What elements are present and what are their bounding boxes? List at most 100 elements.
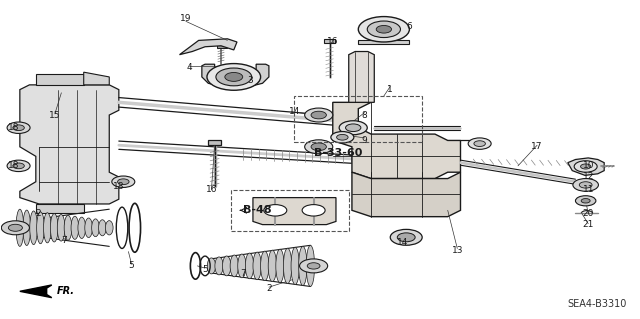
Circle shape	[367, 21, 401, 38]
Circle shape	[8, 224, 22, 231]
Circle shape	[305, 108, 333, 122]
Circle shape	[207, 63, 260, 90]
Circle shape	[331, 131, 354, 143]
Ellipse shape	[44, 213, 51, 243]
Circle shape	[307, 263, 320, 269]
Text: 9: 9	[362, 136, 367, 145]
Circle shape	[573, 179, 598, 191]
Ellipse shape	[230, 255, 239, 277]
Circle shape	[300, 259, 328, 273]
Ellipse shape	[23, 210, 31, 246]
Circle shape	[1, 221, 29, 235]
Ellipse shape	[276, 249, 284, 283]
Ellipse shape	[207, 258, 216, 274]
Circle shape	[7, 122, 30, 133]
Text: 2: 2	[35, 209, 40, 218]
Bar	[324, 39, 335, 43]
Bar	[230, 190, 349, 231]
Text: FR.: FR.	[57, 286, 75, 296]
Polygon shape	[84, 72, 109, 85]
Ellipse shape	[36, 212, 44, 244]
Circle shape	[579, 182, 592, 188]
Text: 2: 2	[266, 284, 272, 293]
Text: 18: 18	[8, 161, 19, 170]
Text: 18: 18	[8, 123, 19, 132]
Circle shape	[264, 204, 287, 216]
Circle shape	[13, 163, 24, 169]
Ellipse shape	[92, 219, 99, 237]
Text: 1: 1	[387, 85, 393, 94]
Polygon shape	[36, 74, 84, 85]
Text: 16: 16	[205, 185, 217, 194]
Text: 14: 14	[397, 238, 409, 247]
Polygon shape	[352, 172, 461, 217]
Circle shape	[337, 134, 348, 140]
Text: 13: 13	[452, 246, 463, 255]
Ellipse shape	[268, 250, 276, 282]
Polygon shape	[36, 204, 84, 213]
Ellipse shape	[237, 254, 246, 278]
Circle shape	[390, 229, 422, 245]
Text: 8: 8	[362, 111, 367, 120]
Bar	[216, 45, 227, 48]
Bar	[208, 140, 221, 145]
Polygon shape	[202, 64, 269, 86]
Circle shape	[346, 124, 361, 131]
Text: 10: 10	[582, 161, 594, 170]
Ellipse shape	[299, 246, 307, 286]
Text: 4: 4	[186, 63, 192, 72]
Ellipse shape	[223, 256, 231, 276]
Ellipse shape	[215, 257, 223, 275]
Text: B-33-60: B-33-60	[314, 148, 362, 158]
Polygon shape	[253, 197, 336, 225]
Circle shape	[339, 121, 367, 135]
Text: B-48: B-48	[243, 205, 272, 215]
Text: 17: 17	[531, 142, 543, 151]
Text: 18: 18	[113, 182, 125, 191]
Circle shape	[575, 196, 596, 206]
Text: 11: 11	[582, 185, 594, 194]
Ellipse shape	[253, 252, 261, 280]
Text: 21: 21	[582, 220, 594, 229]
Circle shape	[580, 164, 591, 169]
Ellipse shape	[71, 216, 79, 239]
Circle shape	[305, 140, 333, 154]
Ellipse shape	[106, 221, 113, 235]
Polygon shape	[20, 85, 119, 204]
Circle shape	[311, 111, 326, 119]
Polygon shape	[358, 41, 410, 44]
Text: SEA4-B3310: SEA4-B3310	[567, 299, 627, 309]
Ellipse shape	[78, 217, 86, 238]
Circle shape	[225, 72, 243, 81]
Ellipse shape	[99, 220, 106, 236]
Polygon shape	[349, 51, 374, 102]
Text: 5: 5	[129, 261, 134, 271]
Polygon shape	[179, 39, 237, 55]
Ellipse shape	[58, 214, 65, 241]
Circle shape	[302, 204, 325, 216]
Text: 7: 7	[241, 269, 246, 278]
Ellipse shape	[64, 215, 72, 240]
Text: 16: 16	[327, 38, 339, 47]
Circle shape	[581, 198, 590, 203]
Ellipse shape	[260, 251, 269, 281]
Text: 7: 7	[61, 236, 67, 245]
Polygon shape	[568, 158, 604, 175]
Circle shape	[376, 26, 392, 33]
Circle shape	[358, 17, 410, 42]
Ellipse shape	[245, 253, 253, 279]
Text: 20: 20	[582, 209, 594, 218]
Ellipse shape	[291, 247, 300, 285]
Text: 14: 14	[289, 108, 300, 116]
Circle shape	[397, 233, 415, 242]
Ellipse shape	[284, 248, 292, 284]
Polygon shape	[20, 285, 52, 298]
Circle shape	[112, 176, 135, 188]
Text: 15: 15	[49, 111, 61, 120]
Circle shape	[13, 125, 24, 130]
Circle shape	[574, 161, 597, 172]
Circle shape	[474, 141, 485, 146]
Text: 6: 6	[406, 22, 412, 31]
Ellipse shape	[30, 211, 37, 245]
Circle shape	[118, 179, 129, 185]
